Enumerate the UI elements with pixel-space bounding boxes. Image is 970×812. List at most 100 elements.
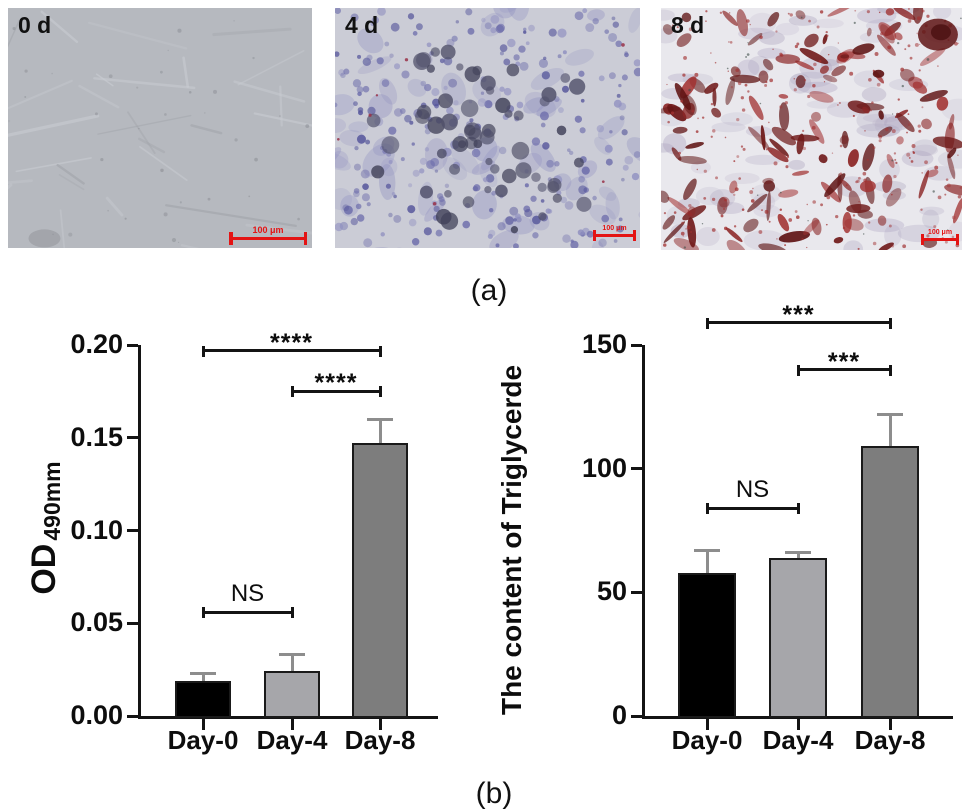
significance-bracket-line <box>203 349 380 353</box>
y-tick <box>127 436 138 440</box>
scale-bar-line <box>229 231 307 245</box>
x-tick <box>888 719 892 730</box>
significance-label: **** <box>270 328 313 357</box>
bar-day-4 <box>264 671 320 718</box>
significance-bracket-end <box>201 345 205 357</box>
significance-label: *** <box>827 347 861 376</box>
significance-bracket-end <box>796 364 800 376</box>
y-tick-label: 0.00 <box>70 699 123 730</box>
y-tick <box>127 343 138 347</box>
x-tick-label-day-4: Day-4 <box>762 725 834 755</box>
error-bar-stem <box>705 550 709 577</box>
scale-bar-line <box>921 234 959 245</box>
error-bar-cap <box>190 671 216 675</box>
error-bar-stem <box>796 552 800 562</box>
x-tick-label-day-4: Day-4 <box>256 725 328 755</box>
error-bar-cap <box>694 548 720 552</box>
significance-label: NS <box>735 476 770 504</box>
y-axis <box>138 345 141 719</box>
micrograph-day0-image <box>8 8 312 248</box>
y-axis-title: OD490mm <box>25 461 65 595</box>
y-tick <box>631 590 642 594</box>
bar-day-8 <box>352 443 408 718</box>
x-tick <box>796 719 800 730</box>
bar-day-0 <box>175 680 231 718</box>
scale-bar: 100 μm <box>229 224 307 245</box>
y-axis-title-main: OD <box>25 543 63 595</box>
x-tick <box>705 719 709 730</box>
significance-bracket-end <box>290 607 294 619</box>
panel-b-label: (b) <box>475 777 513 810</box>
significance-bracket-end <box>378 345 382 357</box>
x-tick-label-day-8: Day-8 <box>344 725 416 755</box>
significance-bracket-end <box>290 386 294 398</box>
y-tick-label: 150 <box>581 328 627 359</box>
y-tick <box>127 621 138 625</box>
y-tick-label: 0.15 <box>70 421 123 452</box>
x-tick <box>378 719 382 730</box>
micrograph-day8-label: 8 d <box>671 12 705 38</box>
significance-bracket-end <box>888 364 892 376</box>
significance-bracket-line <box>798 368 890 372</box>
significance-label: NS <box>230 580 265 608</box>
bar-day-4 <box>769 557 827 718</box>
significance-label: **** <box>314 369 358 398</box>
y-axis-title: The content of Triglycerde <box>496 364 527 716</box>
micrograph-day0-label: 0 d <box>18 12 52 38</box>
micrograph-day8: 8 d 100 μm <box>661 8 962 250</box>
significance-bracket-line <box>707 321 890 325</box>
significance-bracket-line <box>203 610 292 614</box>
significance-bracket-end <box>888 317 892 329</box>
error-bar-stem <box>378 419 382 448</box>
significance-bracket-end <box>705 317 709 329</box>
error-bar-stem <box>290 654 294 676</box>
bar-day-8 <box>861 446 919 718</box>
x-tick <box>290 719 294 730</box>
significance-bracket-line <box>292 389 380 393</box>
y-tick <box>127 714 138 718</box>
scale-bar: 100 μm <box>593 225 636 241</box>
error-bar-stem <box>201 673 205 685</box>
scale-bar: 100 μm <box>921 229 959 245</box>
micrograph-day8-image <box>661 8 962 250</box>
significance-bracket-end <box>378 386 382 398</box>
significance-bracket-end <box>201 607 205 619</box>
y-tick-label: 0 <box>611 699 627 730</box>
scale-bar-text: 100 μm <box>252 224 284 235</box>
micrograph-day4: 4 d 100 μm <box>335 8 640 248</box>
y-tick-label: 0.05 <box>70 607 123 638</box>
panel-a-label: (a) <box>470 274 508 307</box>
error-bar-cap <box>877 412 903 416</box>
micrograph-day4-image <box>335 8 640 248</box>
y-tick <box>127 529 138 532</box>
micrograph-day0: 0 d 100 μm <box>8 8 312 248</box>
x-tick-label-day-0: Day-0 <box>671 725 743 755</box>
y-axis <box>642 345 645 719</box>
y-tick <box>631 467 642 471</box>
x-tick-label-day-8: Day-8 <box>854 725 926 755</box>
scale-bar-text: 100 μm <box>927 229 953 236</box>
error-bar-cap <box>279 653 305 657</box>
significance-bracket-line <box>707 506 798 510</box>
y-tick <box>631 714 642 718</box>
y-tick-label: 50 <box>596 576 627 607</box>
bar-day-0 <box>678 572 736 718</box>
y-tick-label: 100 <box>581 452 627 483</box>
error-bar-cap <box>785 551 811 555</box>
error-bar-stem <box>888 414 892 451</box>
x-tick <box>201 719 205 730</box>
scale-bar-text: 100 μm <box>602 225 627 232</box>
significance-label: *** <box>782 300 815 329</box>
significance-bracket-end <box>796 503 800 515</box>
significance-bracket-end <box>705 503 709 515</box>
micrograph-day4-label: 4 d <box>345 12 379 38</box>
y-tick-label: 0.10 <box>70 514 123 545</box>
error-bar-cap <box>367 417 393 421</box>
x-tick-label-day-0: Day-0 <box>167 725 239 755</box>
y-tick-label: 0.20 <box>70 328 123 359</box>
scale-bar-line <box>593 230 636 241</box>
y-tick <box>631 343 642 347</box>
y-axis-title-subscript: 490mm <box>39 461 65 541</box>
